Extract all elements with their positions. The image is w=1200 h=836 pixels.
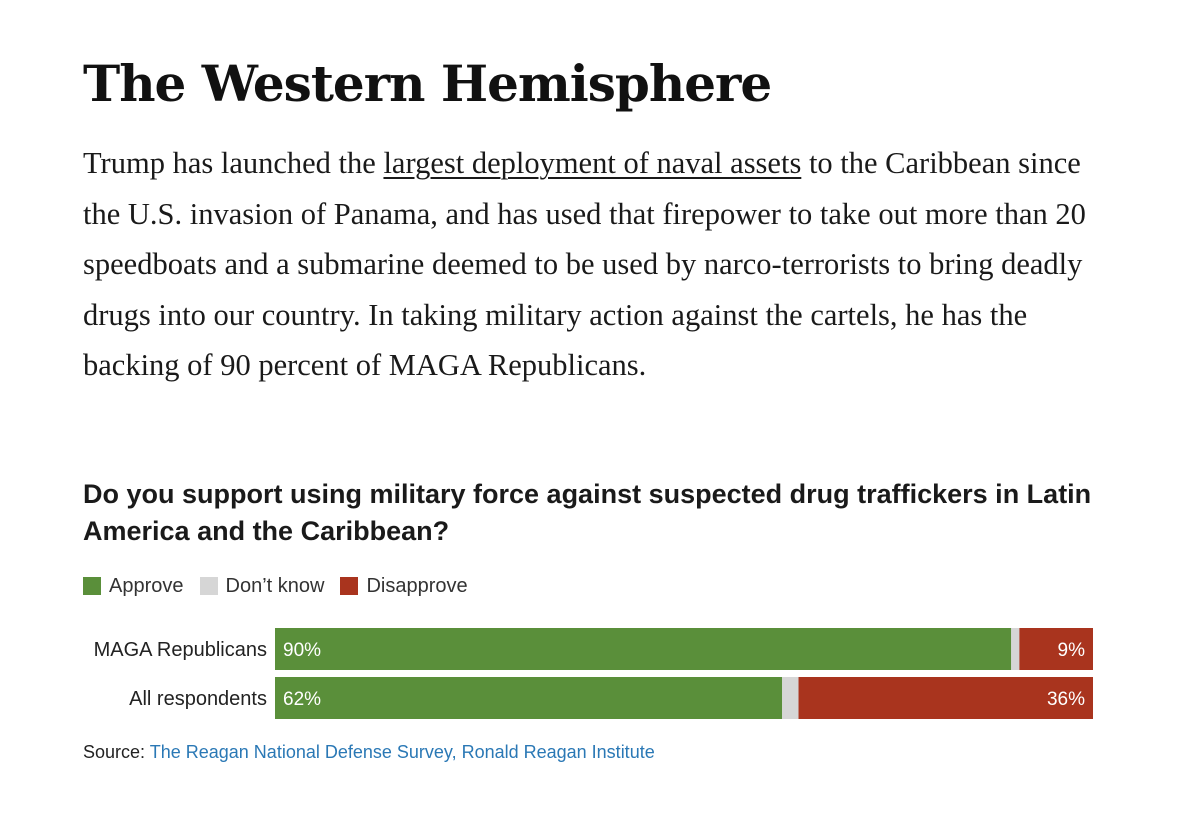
data-label: 9% bbox=[1058, 640, 1086, 661]
headline: The Western Hemisphere bbox=[83, 54, 772, 113]
legend-label-approve: Approve bbox=[109, 574, 184, 597]
source-link[interactable]: The Reagan National Defense Survey, Rona… bbox=[149, 742, 655, 762]
category-label: All respondents bbox=[129, 688, 267, 710]
body-text-start: Trump has launched the bbox=[83, 146, 384, 180]
naval-assets-link[interactable]: largest deployment of naval assets bbox=[383, 146, 802, 180]
data-label: 90% bbox=[283, 640, 321, 661]
legend-swatch-approve bbox=[83, 577, 101, 595]
bar-segment bbox=[798, 677, 1093, 719]
chart-legend: Approve Don’t know Disapprove bbox=[83, 573, 484, 599]
legend-item-dont-know: Don’t know bbox=[199, 574, 325, 598]
bar-segment bbox=[1011, 628, 1020, 670]
category-label: MAGA Republicans bbox=[94, 639, 267, 661]
bar-segment bbox=[1019, 628, 1093, 670]
legend-item-approve: Approve bbox=[83, 575, 184, 598]
body-text-end: to the Caribbean since the U.S. invasion… bbox=[83, 146, 1086, 382]
body-paragraph: Trump has launched the largest deploymen… bbox=[83, 138, 1113, 391]
data-label: 62% bbox=[283, 689, 321, 710]
bar-segment bbox=[275, 677, 783, 719]
legend-label-disapprove: Disapprove bbox=[366, 574, 468, 597]
legend-swatch-disapprove bbox=[340, 577, 359, 595]
source-label: Source: bbox=[83, 742, 146, 762]
source-line: Source: The Reagan National Defense Surv… bbox=[83, 742, 655, 763]
stacked-bar-chart: MAGA Republicans 90% 9% All respondents 62% 3… bbox=[94, 628, 1093, 719]
chart-title: Do you support using military force agai… bbox=[83, 479, 1092, 546]
data-label: 36% bbox=[1047, 689, 1085, 710]
bar-segment bbox=[275, 628, 1012, 670]
legend-swatch-dont-know bbox=[199, 577, 218, 595]
bar-segment bbox=[782, 677, 799, 719]
legend-label-dont-know: Don’t know bbox=[225, 574, 325, 597]
legend-item-disapprove: Disapprove bbox=[340, 574, 468, 598]
